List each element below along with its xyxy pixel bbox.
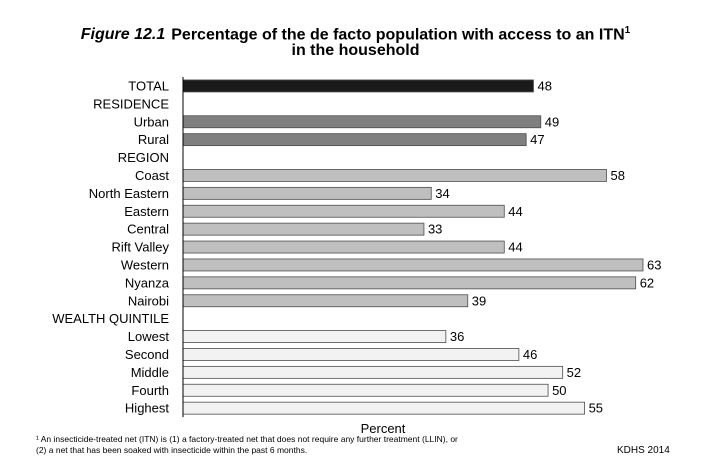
bar-total bbox=[182, 79, 534, 93]
category-label-second: Second bbox=[125, 347, 169, 362]
value-label-urban: 49 bbox=[545, 114, 559, 129]
category-label-rift-valley: Rift Valley bbox=[111, 240, 169, 255]
value-label-second: 46 bbox=[523, 347, 537, 362]
bar-urban bbox=[182, 115, 542, 129]
category-label-wealth-quintile: WEALTH QUINTILE bbox=[52, 311, 169, 326]
bar-eastern bbox=[182, 204, 505, 218]
category-label-eastern: Eastern bbox=[124, 204, 169, 219]
category-label-fourth: Fourth bbox=[131, 383, 169, 398]
bars bbox=[182, 79, 644, 415]
category-label-total: TOTAL bbox=[128, 78, 169, 93]
bar-central bbox=[182, 222, 425, 236]
bar-lowest bbox=[182, 330, 447, 343]
source-label: KDHS 2014 bbox=[617, 445, 670, 456]
figure-label: Figure 12.1 bbox=[80, 26, 166, 44]
category-label-nairobi: Nairobi bbox=[128, 293, 169, 308]
footnote: ¹ An insecticide-treated net (ITN) is (1… bbox=[36, 434, 458, 456]
value-label-eastern: 44 bbox=[508, 204, 522, 219]
chart-title-line-2: in the household bbox=[291, 42, 420, 59]
value-label-middle: 52 bbox=[567, 365, 581, 380]
bar-second bbox=[182, 348, 520, 361]
value-label-lowest: 36 bbox=[450, 329, 464, 344]
bar-north-eastern bbox=[182, 186, 432, 200]
value-label-rift-valley: 44 bbox=[508, 240, 522, 255]
bar-highest bbox=[182, 401, 585, 415]
value-label-highest: 55 bbox=[589, 401, 603, 416]
value-label-western: 63 bbox=[647, 257, 661, 272]
value-label-nyanza: 62 bbox=[640, 275, 654, 290]
value-label-north-eastern: 34 bbox=[435, 186, 449, 201]
x-axis-label: Percent bbox=[361, 421, 406, 436]
bar-middle bbox=[182, 365, 564, 379]
bar-coast bbox=[182, 169, 607, 182]
value-label-rural: 47 bbox=[530, 132, 544, 147]
value-label-coast: 58 bbox=[610, 168, 624, 183]
category-labels: TOTAL RESIDENCE Urban Rural REGION Coast North… bbox=[52, 78, 170, 415]
category-label-nyanza: Nyanza bbox=[125, 275, 170, 290]
title-superscript: 1 bbox=[624, 25, 631, 36]
value-label-central: 33 bbox=[428, 222, 442, 237]
category-label-residence: RESIDENCE bbox=[93, 96, 169, 111]
title-line-1: Percentage of the de facto population wi… bbox=[171, 26, 625, 44]
category-label-rural: Rural bbox=[138, 132, 169, 147]
bar-rift-valley bbox=[182, 240, 505, 254]
category-label-highest: Highest bbox=[125, 401, 169, 416]
bar-nyanza bbox=[182, 276, 637, 290]
category-label-middle: Middle bbox=[131, 365, 169, 380]
chart-title: Figure 12.1 Percentage of the de facto po… bbox=[0, 21, 711, 45]
bar-western bbox=[182, 258, 644, 272]
category-label-region: REGION bbox=[118, 150, 169, 165]
value-label-total: 48 bbox=[537, 78, 551, 93]
category-label-western: Western bbox=[121, 257, 169, 272]
category-label-central: Central bbox=[127, 222, 169, 237]
category-label-north-eastern: North Eastern bbox=[89, 186, 169, 201]
bar-fourth bbox=[182, 383, 549, 397]
value-label-nairobi: 39 bbox=[472, 293, 486, 308]
value-label-fourth: 50 bbox=[552, 383, 566, 398]
footnote-line-1: ¹ An insecticide-treated net (ITN) is (1… bbox=[36, 434, 458, 444]
bar-rural bbox=[182, 133, 527, 147]
category-label-lowest: Lowest bbox=[128, 329, 170, 344]
bar-nairobi bbox=[182, 294, 469, 308]
footnote-line-2: (2) a net that has been soaked with inse… bbox=[36, 445, 308, 455]
category-label-coast: Coast bbox=[135, 168, 169, 183]
category-label-urban: Urban bbox=[134, 114, 169, 129]
